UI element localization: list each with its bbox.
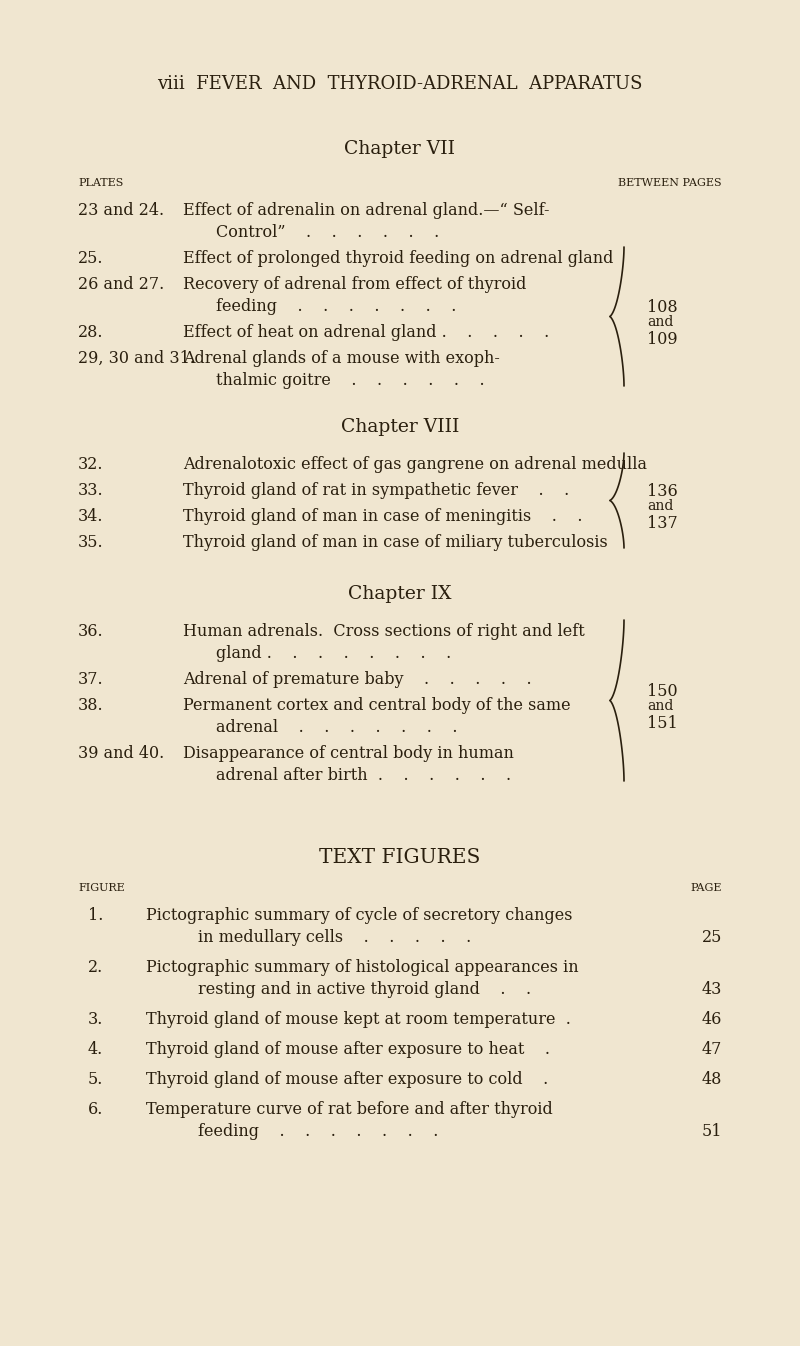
Text: Effect of adrenalin on adrenal gland.—“ Self-: Effect of adrenalin on adrenal gland.—“ … bbox=[183, 202, 550, 219]
Text: and: and bbox=[647, 498, 674, 513]
Text: Disappearance of central body in human: Disappearance of central body in human bbox=[183, 744, 514, 762]
Text: feeding    .    .    .    .    .    .    .: feeding . . . . . . . bbox=[198, 1123, 438, 1140]
Text: Thyroid gland of rat in sympathetic fever    .    .: Thyroid gland of rat in sympathetic feve… bbox=[183, 482, 570, 499]
Text: 137: 137 bbox=[647, 514, 678, 532]
Text: 25: 25 bbox=[702, 929, 722, 946]
Text: BETWEEN PAGES: BETWEEN PAGES bbox=[618, 178, 722, 188]
Text: 47: 47 bbox=[702, 1040, 722, 1058]
Text: 108: 108 bbox=[647, 299, 678, 315]
Text: Pictographic summary of histological appearances in: Pictographic summary of histological app… bbox=[146, 958, 578, 976]
Text: 136: 136 bbox=[647, 482, 678, 499]
Text: in medullary cells    .    .    .    .    .: in medullary cells . . . . . bbox=[198, 929, 471, 946]
Text: and: and bbox=[647, 315, 674, 328]
Text: 6.: 6. bbox=[88, 1101, 103, 1119]
Text: Effect of heat on adrenal gland .    .    .    .    .: Effect of heat on adrenal gland . . . . … bbox=[183, 324, 550, 341]
Text: Chapter VIII: Chapter VIII bbox=[341, 419, 459, 436]
Text: 4.: 4. bbox=[88, 1040, 103, 1058]
Text: Effect of prolonged thyroid feeding on adrenal gland: Effect of prolonged thyroid feeding on a… bbox=[183, 250, 614, 267]
Text: 28.: 28. bbox=[78, 324, 103, 341]
Text: feeding    .    .    .    .    .    .    .: feeding . . . . . . . bbox=[216, 297, 456, 315]
Text: 51: 51 bbox=[702, 1123, 722, 1140]
Text: Adrenal of premature baby    .    .    .    .    .: Adrenal of premature baby . . . . . bbox=[183, 672, 532, 688]
Text: PAGE: PAGE bbox=[690, 883, 722, 892]
Text: adrenal after birth  .    .    .    .    .    .: adrenal after birth . . . . . . bbox=[216, 767, 511, 783]
Text: gland .    .    .    .    .    .    .    .: gland . . . . . . . . bbox=[216, 645, 451, 662]
Text: 34.: 34. bbox=[78, 507, 103, 525]
Text: 150: 150 bbox=[647, 682, 678, 700]
Text: viii  FEVER  AND  THYROID-ADRENAL  APPARATUS: viii FEVER AND THYROID-ADRENAL APPARATUS bbox=[158, 75, 642, 93]
Text: Adrenal glands of a mouse with exoph-: Adrenal glands of a mouse with exoph- bbox=[183, 350, 500, 367]
Text: 33.: 33. bbox=[78, 482, 104, 499]
Text: 25.: 25. bbox=[78, 250, 103, 267]
Text: 151: 151 bbox=[647, 715, 678, 731]
Text: 5.: 5. bbox=[88, 1071, 103, 1088]
Text: 39 and 40.: 39 and 40. bbox=[78, 744, 164, 762]
Text: Thyroid gland of man in case of miliary tuberculosis: Thyroid gland of man in case of miliary … bbox=[183, 534, 608, 551]
Text: 35.: 35. bbox=[78, 534, 104, 551]
Text: 23 and 24.: 23 and 24. bbox=[78, 202, 164, 219]
Text: 3.: 3. bbox=[88, 1011, 103, 1028]
Text: Human adrenals.  Cross sections of right and left: Human adrenals. Cross sections of right … bbox=[183, 623, 585, 639]
Text: 48: 48 bbox=[702, 1071, 722, 1088]
Text: Thyroid gland of mouse kept at room temperature  .: Thyroid gland of mouse kept at room temp… bbox=[146, 1011, 571, 1028]
Text: Thyroid gland of man in case of meningitis    .    .: Thyroid gland of man in case of meningit… bbox=[183, 507, 582, 525]
Text: 26 and 27.: 26 and 27. bbox=[78, 276, 164, 293]
Text: 43: 43 bbox=[702, 981, 722, 997]
Text: Thyroid gland of mouse after exposure to heat    .: Thyroid gland of mouse after exposure to… bbox=[146, 1040, 550, 1058]
Text: resting and in active thyroid gland    .    .: resting and in active thyroid gland . . bbox=[198, 981, 531, 997]
Text: Permanent cortex and central body of the same: Permanent cortex and central body of the… bbox=[183, 697, 570, 713]
Text: TEXT FIGURES: TEXT FIGURES bbox=[319, 848, 481, 867]
Text: 46: 46 bbox=[702, 1011, 722, 1028]
Text: 109: 109 bbox=[647, 331, 678, 347]
Text: Chapter IX: Chapter IX bbox=[348, 586, 452, 603]
Text: 29, 30 and 31.: 29, 30 and 31. bbox=[78, 350, 195, 367]
Text: 36.: 36. bbox=[78, 623, 104, 639]
Text: Chapter VII: Chapter VII bbox=[345, 140, 455, 157]
Text: Temperature curve of rat before and after thyroid: Temperature curve of rat before and afte… bbox=[146, 1101, 553, 1119]
Text: FIGURE: FIGURE bbox=[78, 883, 125, 892]
Text: Thyroid gland of mouse after exposure to cold    .: Thyroid gland of mouse after exposure to… bbox=[146, 1071, 548, 1088]
Text: 37.: 37. bbox=[78, 672, 104, 688]
Text: and: and bbox=[647, 699, 674, 712]
Text: 32.: 32. bbox=[78, 456, 103, 472]
Text: 38.: 38. bbox=[78, 697, 104, 713]
Text: adrenal    .    .    .    .    .    .    .: adrenal . . . . . . . bbox=[216, 719, 458, 736]
Text: Adrenalotoxic effect of gas gangrene on adrenal medulla: Adrenalotoxic effect of gas gangrene on … bbox=[183, 456, 647, 472]
Text: Pictographic summary of cycle of secretory changes: Pictographic summary of cycle of secreto… bbox=[146, 907, 573, 923]
Text: PLATES: PLATES bbox=[78, 178, 123, 188]
Text: Recovery of adrenal from effect of thyroid: Recovery of adrenal from effect of thyro… bbox=[183, 276, 526, 293]
Text: 1.: 1. bbox=[88, 907, 103, 923]
Text: Control”    .    .    .    .    .    .: Control” . . . . . . bbox=[216, 223, 439, 241]
Text: 2.: 2. bbox=[88, 958, 103, 976]
Text: thalmic goitre    .    .    .    .    .    .: thalmic goitre . . . . . . bbox=[216, 371, 485, 389]
